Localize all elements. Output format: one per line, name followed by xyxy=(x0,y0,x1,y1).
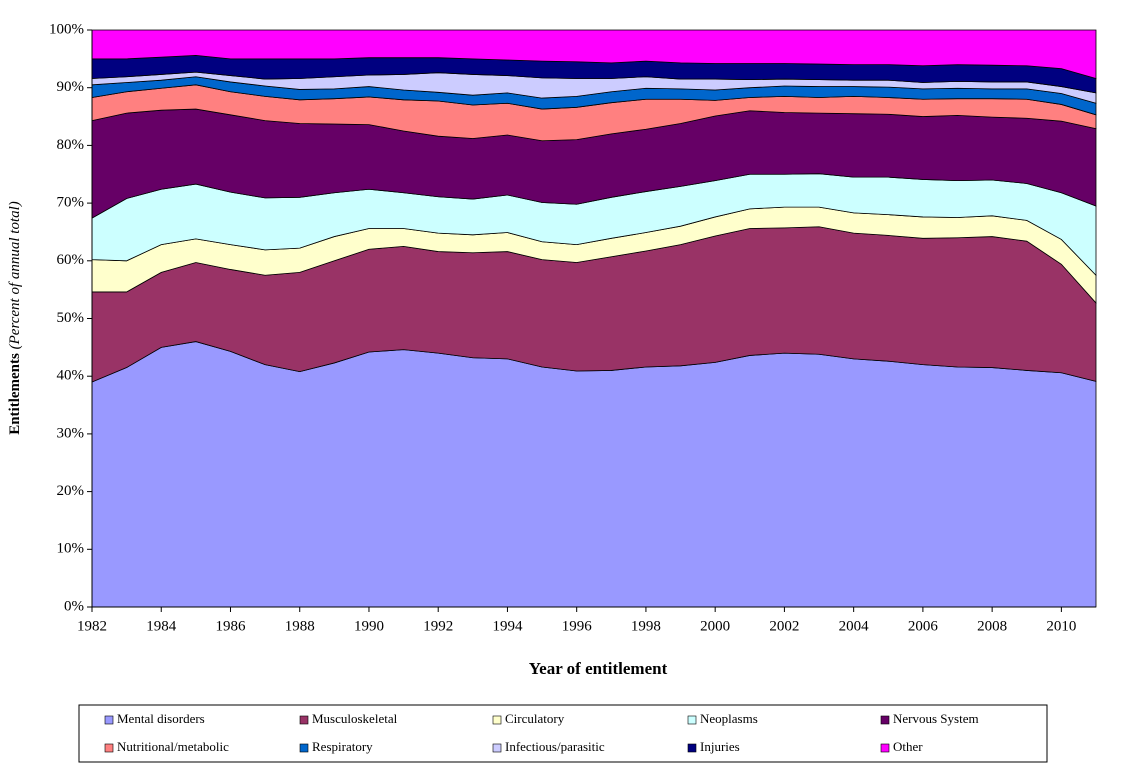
x-tick-label: 2010 xyxy=(1046,618,1076,634)
x-tick-label: 2000 xyxy=(700,618,730,634)
area xyxy=(91,341,1097,608)
x-tick-label: 1996 xyxy=(562,618,593,634)
legend-swatch xyxy=(880,715,890,725)
legend-label: Musculoskeletal xyxy=(312,711,398,726)
x-tick-label: 1982 xyxy=(77,618,107,634)
area xyxy=(91,29,1097,79)
y-axis-title: Entitlements (Percent of annual total) xyxy=(7,201,23,435)
y-tick-label: 50% xyxy=(57,310,85,326)
legend-swatch xyxy=(492,743,502,753)
x-tick-label: 1986 xyxy=(215,618,246,634)
legend-label: Nervous System xyxy=(893,711,979,726)
y-axis-title-main: Entitlements xyxy=(7,353,23,435)
legend-label: Injuries xyxy=(700,739,740,754)
legend-swatch xyxy=(299,743,309,753)
legend-swatch xyxy=(299,715,309,725)
legend-swatch xyxy=(104,743,114,753)
x-axis-title: Year of entitlement xyxy=(529,659,668,678)
y-tick-label: 30% xyxy=(57,425,85,441)
x-tick-label: 1984 xyxy=(146,618,177,634)
legend-label: Mental disorders xyxy=(117,711,205,726)
legend-swatch xyxy=(687,743,697,753)
y-tick-label: 90% xyxy=(57,79,85,95)
legend-label: Circulatory xyxy=(505,711,565,726)
y-axis-title-note: (Percent of annual total) xyxy=(7,201,23,349)
y-tick-label: 10% xyxy=(57,541,85,557)
x-tick-label: 2006 xyxy=(908,618,939,634)
legend-label: Neoplasms xyxy=(700,711,758,726)
x-tick-label: 1994 xyxy=(492,618,523,634)
y-tick-label: 70% xyxy=(57,195,85,211)
legend-swatch xyxy=(687,715,697,725)
legend-label: Respiratory xyxy=(312,739,373,754)
x-tick-label: 1988 xyxy=(285,618,315,634)
legend-box xyxy=(78,704,1048,763)
legend-label: Infectious/parasitic xyxy=(505,739,605,754)
x-tick-label: 2008 xyxy=(977,618,1007,634)
legend-swatch xyxy=(492,715,502,725)
y-tick-label: 100% xyxy=(49,21,84,37)
y-tick-label: 0% xyxy=(64,598,84,614)
y-tick-label: 60% xyxy=(57,252,85,268)
x-tick-label: 1998 xyxy=(631,618,661,634)
y-tick-label: 40% xyxy=(57,368,85,384)
legend-label: Other xyxy=(893,739,923,754)
legend-swatch xyxy=(104,715,114,725)
y-tick-label: 20% xyxy=(57,483,85,499)
x-tick-label: 1992 xyxy=(423,618,453,634)
x-tick-label: 2004 xyxy=(839,618,870,634)
legend-label: Nutritional/metabolic xyxy=(117,739,229,754)
legend-swatch xyxy=(880,743,890,753)
y-tick-label: 80% xyxy=(57,137,85,153)
x-tick-label: 2002 xyxy=(769,618,799,634)
x-tick-label: 1990 xyxy=(354,618,384,634)
